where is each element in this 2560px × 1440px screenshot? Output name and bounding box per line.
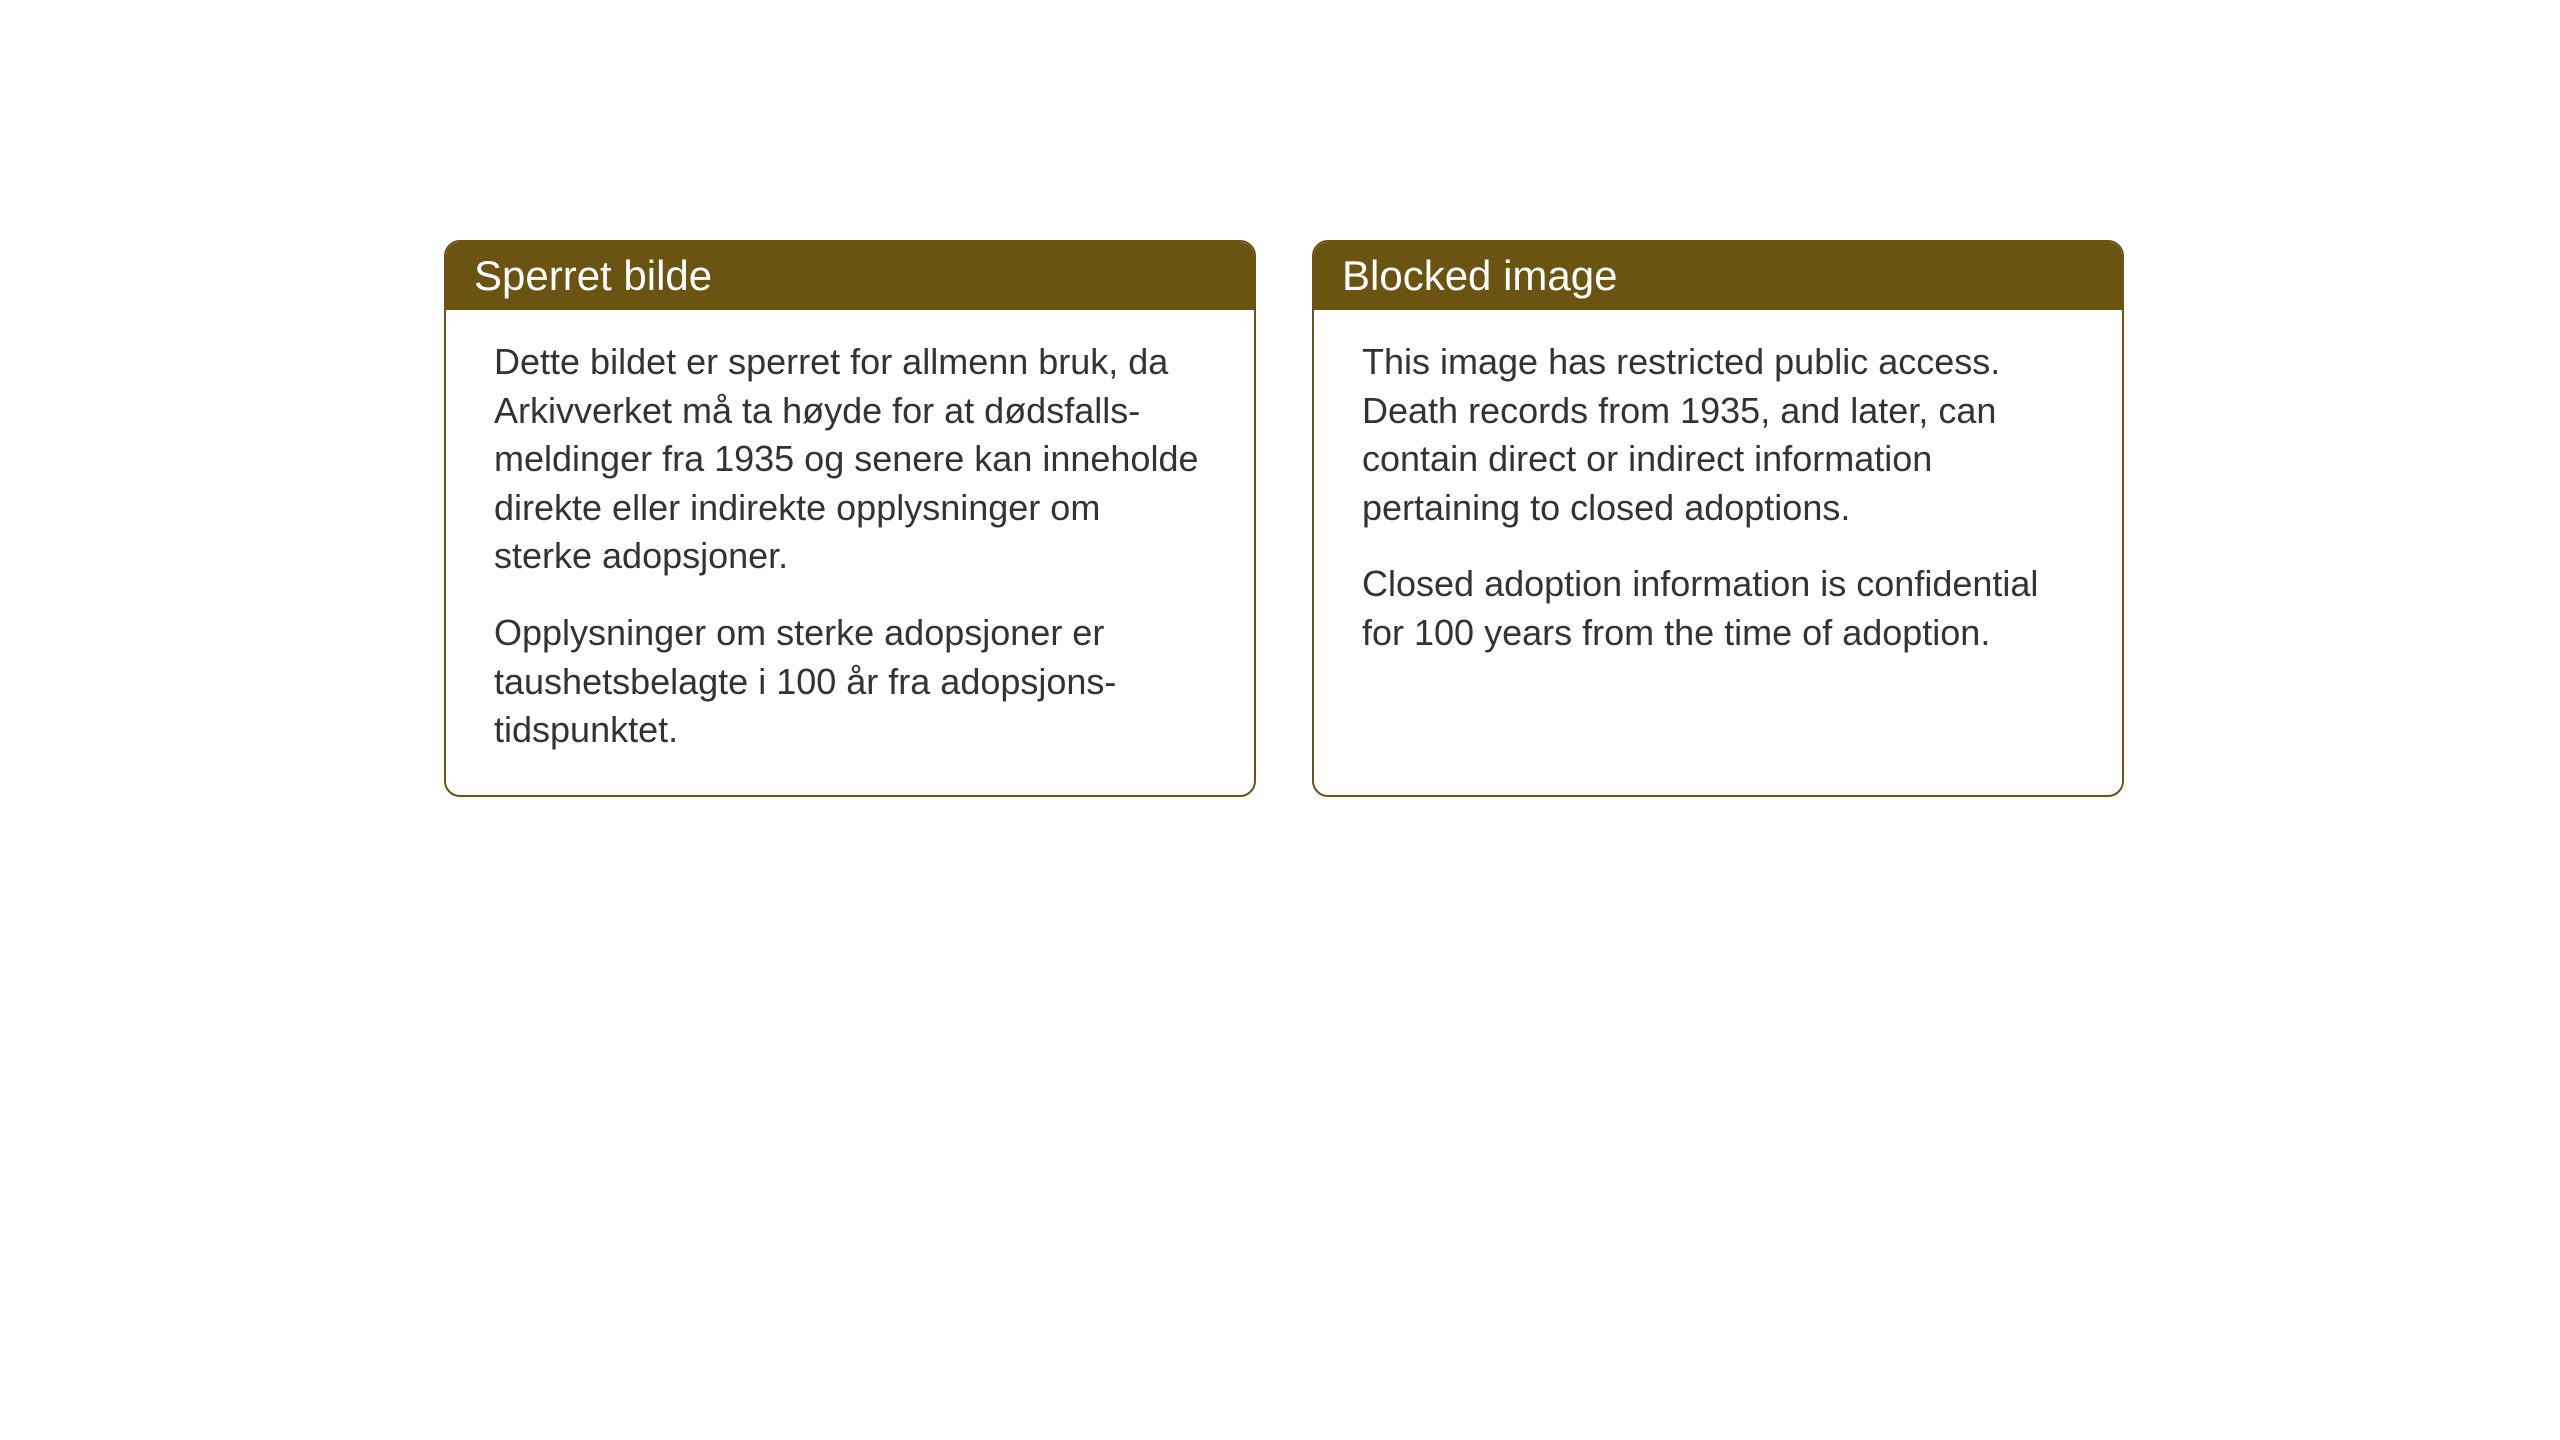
norwegian-paragraph-1: Dette bildet er sperret for allmenn bruk… [494,338,1206,581]
english-card-title: Blocked image [1342,252,1617,299]
english-paragraph-1: This image has restricted public access.… [1362,338,2074,532]
norwegian-card-title: Sperret bilde [474,252,712,299]
english-paragraph-2: Closed adoption information is confident… [1362,560,2074,657]
norwegian-paragraph-2: Opplysninger om sterke adopsjoner er tau… [494,609,1206,755]
norwegian-card-body: Dette bildet er sperret for allmenn bruk… [446,310,1254,795]
norwegian-card: Sperret bilde Dette bildet er sperret fo… [444,240,1256,797]
norwegian-card-header: Sperret bilde [446,242,1254,310]
english-card-body: This image has restricted public access.… [1314,310,2122,698]
english-card: Blocked image This image has restricted … [1312,240,2124,797]
notice-container: Sperret bilde Dette bildet er sperret fo… [444,240,2124,797]
english-card-header: Blocked image [1314,242,2122,310]
